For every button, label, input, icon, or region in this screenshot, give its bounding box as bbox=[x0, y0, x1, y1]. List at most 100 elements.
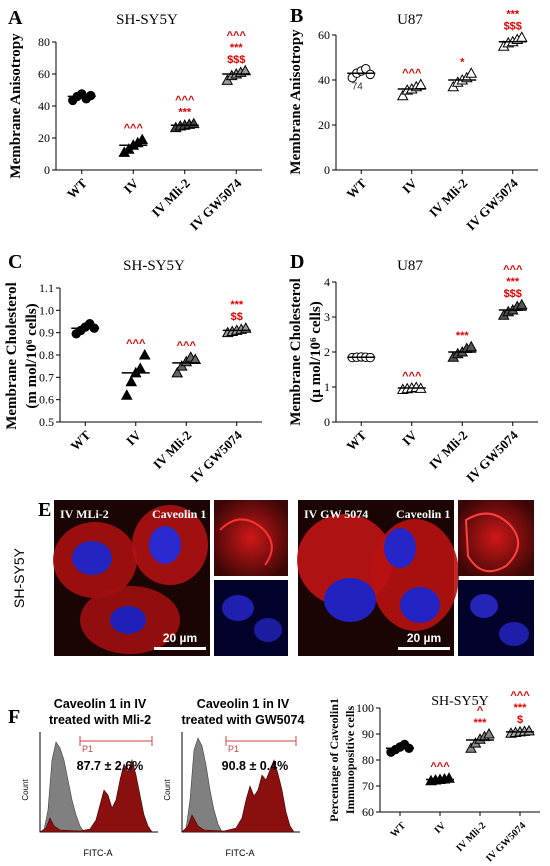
y-tick-label-D: 2 bbox=[324, 345, 330, 359]
panel-letter-B: B bbox=[290, 5, 303, 27]
gw5074-scale-label: 20 µm bbox=[407, 631, 441, 645]
x-tick-label-F-bar: IV GW5074 bbox=[484, 820, 528, 864]
panel-letter-C: C bbox=[8, 251, 22, 273]
y-tick-label-C: 0.6 bbox=[39, 393, 54, 407]
hist-left-gate: P1 bbox=[82, 744, 93, 754]
hist-right-percent: 90.8 ± 0.4% bbox=[222, 759, 289, 773]
plot-B: 0 20 40 60 Membrane Anisotropy WT IV IV Mli-2IV… bbox=[288, 8, 538, 233]
y-tick-label-D: 0 bbox=[324, 415, 330, 429]
hist-right-gate: P1 bbox=[228, 744, 239, 754]
data-point-A bbox=[239, 64, 252, 76]
panel-title-D: U87 bbox=[397, 258, 423, 274]
significance-label-A: ^^^ bbox=[227, 30, 247, 42]
y-tick-label-B: 40 bbox=[318, 73, 330, 87]
x-tick-label-C: IV Mli-2 bbox=[150, 428, 194, 472]
hist-right-title-1: Caveolin 1 in IV bbox=[197, 697, 290, 711]
plot-F-bar: 60 70 80 90 100 Percentage of Caveolin1 Immuno… bbox=[327, 690, 540, 864]
y-tick-label-C: 1.1 bbox=[39, 281, 54, 295]
mli2-stain-label: Caveolin 1 bbox=[152, 507, 206, 521]
hist-right-title-2: treated with GW5074 bbox=[182, 713, 305, 727]
panel-letter-F: F bbox=[8, 706, 20, 728]
hist-left-title-1: Caveolin 1 in IV bbox=[54, 697, 147, 711]
hist-right-xlabel: FITC-A bbox=[226, 848, 255, 858]
hist-left-xlabel: FITC-A bbox=[84, 848, 113, 858]
y-tick-label-A: 20 bbox=[38, 131, 50, 145]
panel-title-B: U87 bbox=[397, 12, 423, 28]
panel-letter-A: A bbox=[8, 7, 23, 29]
significance-label-F-bar: $ bbox=[517, 714, 523, 726]
micrograph-mli2-caveolin bbox=[214, 500, 288, 576]
x-tick-label-C: IV bbox=[123, 427, 144, 448]
y-axis-label-B: Membrane Anisotropy bbox=[288, 29, 304, 175]
y-tick-label-A: 0 bbox=[44, 163, 50, 177]
micrograph-mli2-merged bbox=[53, 500, 210, 656]
panel-title-A: SH-SY5Y bbox=[116, 12, 178, 28]
x-tick-label-B: IV bbox=[399, 175, 420, 196]
y-tick-label-C: 0.5 bbox=[39, 415, 54, 429]
panel-e-side-label: SH-SY5Y bbox=[11, 547, 27, 608]
y-axis-label-C: (m mol/10⁶ cells) bbox=[24, 303, 40, 408]
significance-label-B: * bbox=[460, 56, 465, 68]
x-tick-label-A: IV bbox=[121, 175, 142, 196]
significance-label-F-bar: ^ bbox=[477, 705, 484, 717]
significance-label-B: ^^^ bbox=[402, 68, 422, 80]
significance-label-D: ^^^ bbox=[402, 370, 422, 382]
data-point-D bbox=[465, 340, 478, 352]
data-point-C bbox=[120, 389, 133, 400]
y-tick-label-A: 60 bbox=[38, 67, 50, 81]
y-tick-label-F-bar: 70 bbox=[362, 779, 374, 793]
data-point-A bbox=[136, 133, 149, 145]
y-tick-label-C: 0.8 bbox=[39, 348, 54, 362]
data-point-B bbox=[465, 67, 478, 78]
significance-label-A: ^^^ bbox=[124, 123, 144, 135]
y-tick-label-D: 1 bbox=[324, 380, 330, 394]
y-tick-label-C: 0.7 bbox=[39, 370, 54, 384]
panel-letter-E: E bbox=[38, 499, 51, 521]
hist-right-ylabel: Count bbox=[163, 779, 172, 801]
y-axis-label-D: Membrane Cholesterol bbox=[288, 278, 304, 426]
y-axis-label-C: Membrane Cholesterol bbox=[4, 282, 20, 430]
significance-label-B: *** bbox=[506, 8, 520, 20]
y-tick-label-F-bar: 90 bbox=[362, 727, 374, 741]
x-tick-label-A: IV Mli-2 bbox=[148, 176, 192, 220]
panel-title-C: SH-SY5Y bbox=[123, 258, 185, 274]
data-point-B bbox=[365, 69, 375, 80]
x-tick-label-A: WT bbox=[64, 175, 90, 201]
x-tick-label-B: IV Mli-2 bbox=[426, 176, 470, 220]
y-tick-label-F-bar: 60 bbox=[362, 805, 374, 819]
y-tick-label-F-bar: 80 bbox=[362, 753, 374, 767]
x-tick-label-D: IV Mli-2 bbox=[426, 428, 470, 472]
x-tick-label-D: IV bbox=[399, 427, 420, 448]
mli2-treatment-label: IV MLi-2 bbox=[60, 507, 109, 521]
data-point-F-bar bbox=[483, 727, 495, 739]
data-point-D bbox=[515, 298, 528, 310]
significance-label-C: ^^^ bbox=[177, 340, 197, 352]
panel-f-bar-title: SH-SY5Y bbox=[431, 694, 489, 709]
annotation-B: 74 bbox=[352, 81, 364, 92]
plot-D: 0 1 2 3 4 Membrane Cholesterol (µ mol/10⁶ cell… bbox=[288, 264, 538, 485]
y-tick-label-C: 1.0 bbox=[39, 303, 54, 317]
significance-label-D: ^^^ bbox=[503, 264, 523, 276]
x-tick-label-C: WT bbox=[67, 427, 93, 453]
x-tick-label-C: IV GW5074 bbox=[187, 427, 245, 485]
y-tick-label-B: 20 bbox=[318, 118, 330, 132]
significance-label-D: *** bbox=[506, 276, 520, 288]
significance-label-A: $$$ bbox=[227, 54, 245, 66]
mli2-scale-label: 20 µm bbox=[163, 631, 197, 645]
micrograph-mli2-nuclei bbox=[214, 580, 288, 656]
x-tick-label-F-bar: IV Mli-2 bbox=[454, 820, 488, 854]
y-tick-label-D: 4 bbox=[324, 275, 330, 289]
significance-label-A: ^^^ bbox=[175, 95, 195, 107]
y-tick-label-A: 80 bbox=[38, 35, 50, 49]
y-axis-label-A: Membrane Anisotropy bbox=[8, 33, 24, 179]
significance-label-F-bar: *** bbox=[514, 702, 528, 714]
data-point-A bbox=[86, 90, 96, 101]
significance-label-B: $$$ bbox=[504, 20, 522, 32]
significance-label-F-bar: *** bbox=[474, 717, 488, 729]
significance-label-C: ^^^ bbox=[126, 338, 146, 350]
significance-label-C: $$ bbox=[231, 311, 243, 323]
significance-label-D: *** bbox=[456, 330, 470, 342]
histogram-mli2 bbox=[39, 732, 158, 833]
significance-label-C: *** bbox=[230, 299, 244, 311]
